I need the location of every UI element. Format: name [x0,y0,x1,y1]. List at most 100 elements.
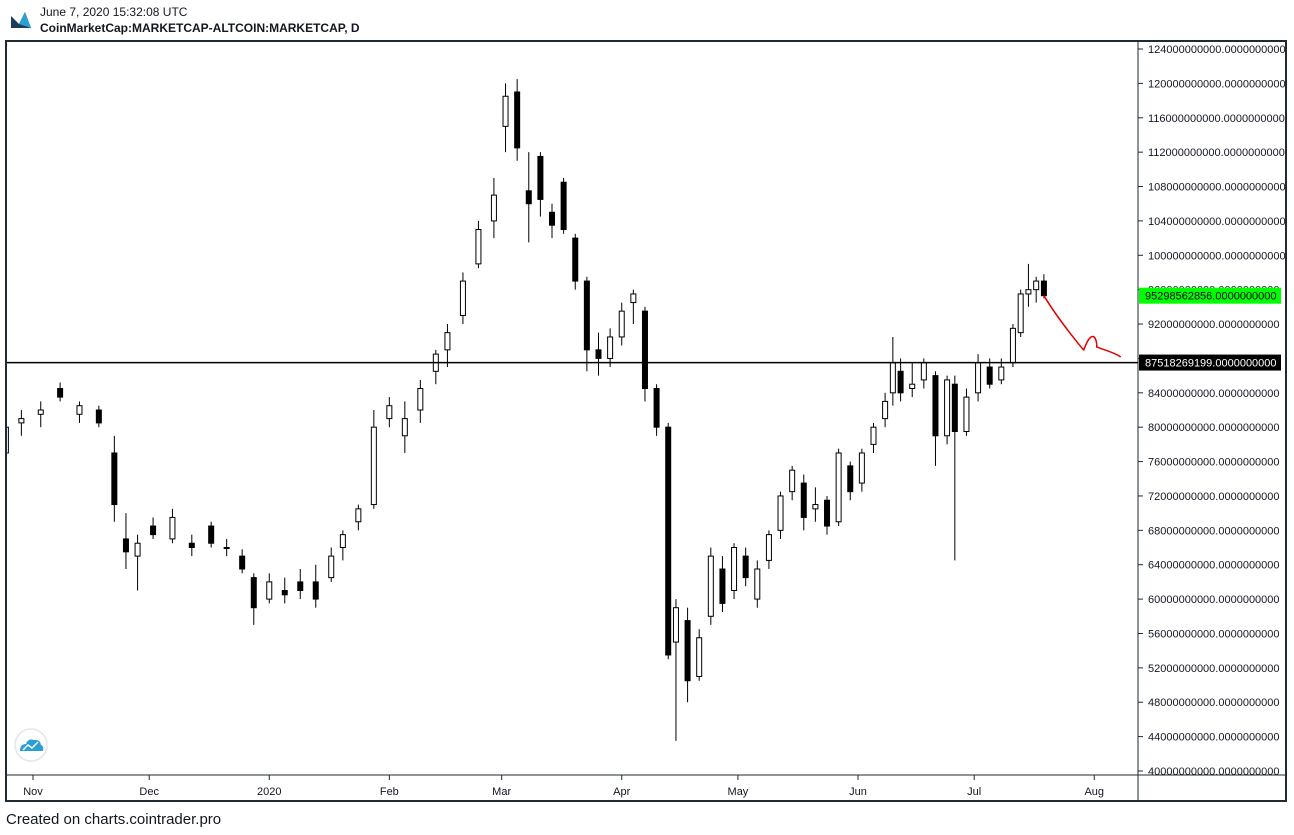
y-tick-label: 60000000000.0000000000 [1148,594,1280,606]
candle-body [572,237,579,282]
candle-body [789,469,796,493]
y-tick-label: 120000000000.0000000000 [1148,78,1286,90]
y-tick-label: 72000000000.0000000000 [1148,491,1280,503]
candle-body [1017,293,1024,334]
candle-body [653,388,660,428]
candle-body [339,534,346,549]
level-price-tag [1139,354,1281,371]
y-tick-label: 44000000000.0000000000 [1148,732,1280,744]
candle-body [630,293,637,304]
candle-body [560,181,567,231]
y-tick-label: 56000000000.0000000000 [1148,628,1280,640]
y-tick-label: 112000000000.0000000000 [1148,147,1285,159]
candle-body [549,211,556,226]
candle-body [672,607,679,643]
candle-body [583,280,590,351]
candle-body [122,538,129,553]
candle-body [208,525,215,544]
level-price-label: 87518269199.0000000000 [1145,358,1277,370]
candle-body [595,349,602,359]
candle-body [897,370,904,394]
y-tick-label: 76000000000.0000000000 [1148,457,1280,469]
candle-body [944,379,951,437]
candle-body [459,280,466,316]
candle-body [618,310,625,338]
y-tick-label: 84000000000.0000000000 [1148,388,1280,400]
candle-body [812,504,819,510]
watermark-line [22,741,39,751]
candle-body [1033,280,1040,291]
candle-body [998,366,1005,381]
y-tick-label: 104000000000.0000000000 [1148,216,1286,228]
candle-body [386,405,393,420]
candle-body [1009,327,1016,364]
candle-body [707,555,714,617]
candle-body [475,229,482,265]
candle-body [696,637,703,677]
y-tick-label: 92000000000.0000000000 [1148,319,1280,331]
candle-body [76,405,83,415]
candle-body [417,388,424,411]
candle-body [870,426,877,445]
y-tick-label: 64000000000.0000000000 [1148,560,1280,572]
current-price-tag [1139,287,1281,304]
candle-body [684,620,691,682]
candle-body [986,366,993,385]
candle-body [932,375,939,437]
candle-body [95,409,102,424]
x-tick-label: May [728,786,749,798]
x-tick-label: Dec [139,786,159,798]
candle-body [401,418,408,437]
x-tick-label: Jun [849,786,867,798]
candle-body [281,590,288,596]
x-tick-label: Jul [967,786,981,798]
y-tick-label: 40000000000.0000000000 [1148,766,1280,778]
candle-body [607,336,614,359]
cloud-chart-icon[interactable] [14,728,48,762]
y-tick-label: 80000000000.0000000000 [1148,422,1280,434]
candle-body [665,426,672,656]
candle-body [889,362,896,394]
candle-body [1040,280,1047,297]
candle-body [847,465,854,493]
candle-body [444,332,451,351]
candle-body [525,190,532,205]
candle-body [800,482,807,518]
candle-body [951,383,958,432]
candle-body [223,547,230,550]
chart-frame [5,40,1287,802]
candle-body [18,418,25,424]
x-tick-label: Mar [492,786,511,798]
candle-body [765,534,772,561]
candle-body [777,495,784,531]
x-tick-label: Nov [23,786,43,798]
candle-body [328,555,335,579]
candle-body [641,310,648,390]
candle-body [731,547,738,591]
candle-body [266,581,273,600]
candle-body [502,95,509,127]
y-tick-label: 124000000000.0000000000 [1148,44,1286,56]
x-tick-label: Apr [613,786,630,798]
tradingview-logo-icon[interactable] [10,8,32,30]
candle-body [297,581,304,592]
candle-body [355,508,362,523]
chart-symbol[interactable]: CoinMarketCap:MARKETCAP-ALTCOIN:MARKETCA… [40,21,360,35]
candle-body [537,155,544,200]
x-tick-label: 2020 [257,786,281,798]
candle-body [909,383,916,390]
candle-body [754,568,761,600]
y-tick-label: 68000000000.0000000000 [1148,525,1280,537]
candle-body [882,400,889,420]
candle-body [514,91,521,149]
candle-body [719,568,726,604]
candle-body [150,525,157,536]
candle-body [134,542,141,557]
candle-body [963,396,970,432]
candle-body [7,426,9,454]
y-tick-label: 52000000000.0000000000 [1148,663,1280,675]
annotation-arrow [1043,295,1122,358]
candle-body [370,426,377,506]
candle-body [37,409,44,415]
